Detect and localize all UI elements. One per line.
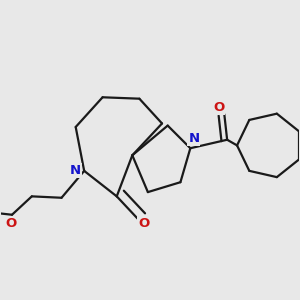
Text: O: O [5, 217, 16, 230]
Text: N: N [70, 164, 81, 177]
Text: O: O [138, 217, 149, 230]
Text: O: O [213, 101, 224, 114]
Text: N: N [188, 132, 200, 145]
